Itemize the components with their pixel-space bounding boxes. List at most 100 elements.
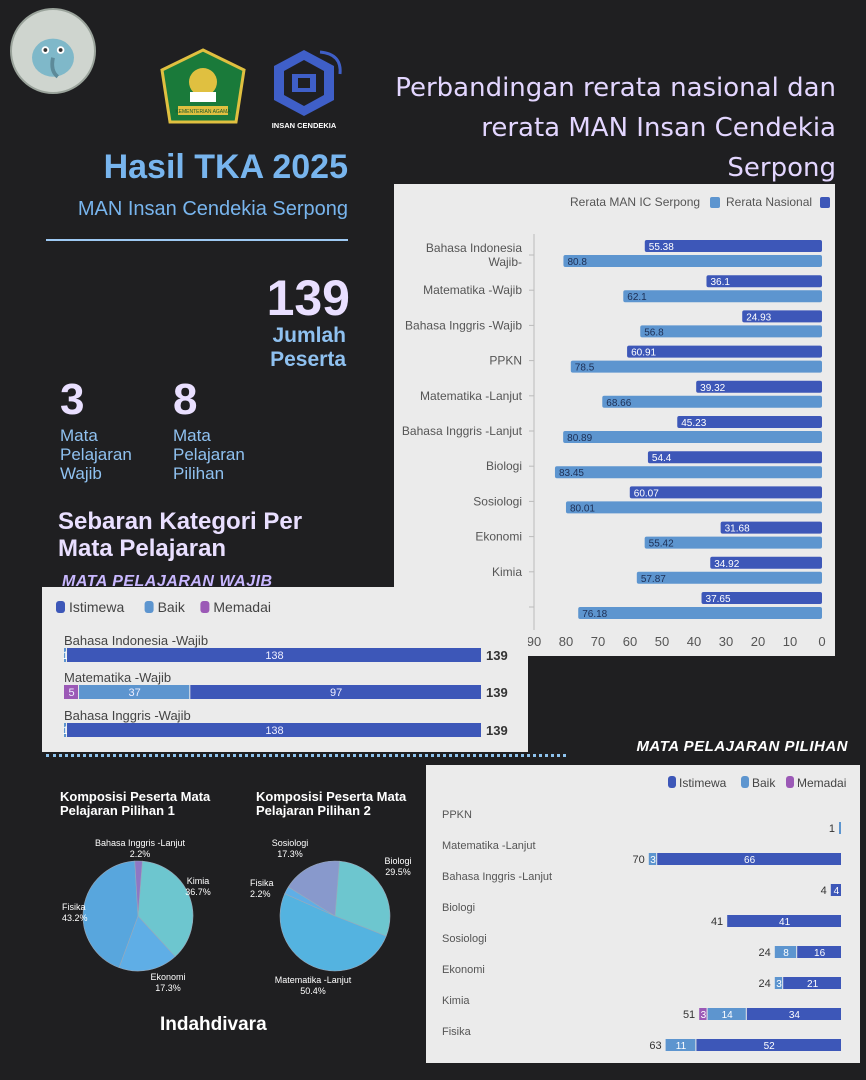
stack-segment — [839, 822, 841, 834]
distribution-title-line-1: Sebaran Kategori Per — [58, 508, 303, 535]
row-label: Kimia — [442, 995, 470, 1007]
bar-label-nasional: 78.5 — [575, 363, 595, 374]
category-label: Matematika -Lanjut — [420, 389, 523, 403]
participants-label-line-1: Jumlah — [272, 324, 346, 347]
wajib-chart-panel: Istimewa Baik Memadai Bahasa Indonesia -Waj… — [42, 587, 528, 752]
bar-label-nasional: 80.01 — [570, 503, 595, 514]
segment-label: 52 — [764, 1041, 776, 1052]
stack-segment — [64, 648, 67, 662]
pie-slice-label: Biologi — [384, 856, 411, 866]
pie-slice-label: Bahasa Inggris -Lanjut — [95, 838, 186, 848]
bar-label-nasional: 76.18 — [582, 609, 607, 620]
bar-rerata-ic — [742, 310, 822, 323]
segment-label: 3 — [776, 979, 782, 990]
legend-label: Memadai — [797, 776, 846, 790]
bar-label-nasional: 62.1 — [627, 292, 647, 303]
bar-label-ic: 34.92 — [714, 559, 739, 570]
bar-rerata-nasional — [623, 290, 822, 303]
legend-label: Baik — [752, 776, 776, 790]
stack-segment — [665, 1039, 696, 1051]
row-total: 41 — [711, 916, 723, 928]
school-name: MAN Insan Cendekia Serpong — [77, 198, 348, 220]
legend-swatch — [56, 601, 65, 613]
wajib-label-line-3: Wajib — [60, 464, 102, 483]
bar-rerata-ic — [701, 592, 822, 604]
wajib-label: Mata Pelajaran Wajib — [60, 426, 170, 483]
bar-rerata-nasional — [565, 501, 822, 514]
row-label: Matematika -Wajib — [64, 670, 171, 685]
pie-title-line: Komposisi Peserta Mata — [60, 789, 211, 804]
stack-segment — [774, 977, 783, 989]
participants-count: 139 — [266, 270, 350, 326]
row-label: Bahasa Inggris -Wajib — [64, 708, 191, 723]
bar-label-ic: 24.93 — [746, 312, 771, 323]
pilihan-count: 8 — [173, 375, 198, 424]
pie-slice — [279, 893, 387, 972]
stack-segment — [190, 685, 481, 699]
x-tick-label: 10 — [783, 634, 797, 649]
bar-rerata-ic — [677, 416, 822, 428]
row-label: Bahasa Indonesia -Wajib — [64, 633, 208, 648]
segment-label: 66 — [744, 855, 756, 866]
pie-slice-pct: 43.2% — [62, 913, 88, 923]
pie-slice-pct: 50.4% — [300, 986, 326, 996]
pie-slice-pct: 29.5% — [385, 867, 411, 877]
row-total: 24 — [759, 978, 771, 990]
bar-label-nasional: 68.66 — [606, 398, 631, 409]
pie-slice-pct: 2.2% — [250, 889, 271, 899]
legend-label: Istimewa — [69, 599, 124, 615]
legend-swatch-nasional — [820, 197, 830, 208]
stack-segment — [727, 915, 841, 927]
comparison-title-line-2: rerata MAN Insan Cendekia — [481, 113, 836, 143]
segment-label: 1 — [62, 725, 68, 737]
stack-segment — [746, 1008, 841, 1020]
pie-slice-pct: 17.3% — [277, 849, 303, 859]
pilihan-label: Mata Pelajaran Pilihan — [173, 426, 283, 483]
bar-label-ic: 60.91 — [631, 348, 656, 359]
stack-segment — [67, 723, 481, 737]
row-total: 24 — [759, 947, 771, 959]
category-label: Biologi — [486, 459, 522, 473]
category-label: Wajib- — [488, 255, 522, 269]
kemenag-logo: KEMENTERIAN AGAMA — [160, 48, 246, 124]
pie-slice-label: Fisika — [250, 878, 274, 888]
pie-title-line: Pelajaran Pilihan 2 — [256, 803, 371, 818]
stack-segment — [64, 723, 67, 737]
segment-label: 97 — [330, 687, 342, 699]
bar-label-ic: 31.68 — [725, 524, 750, 535]
bar-rerata-ic — [710, 556, 822, 569]
bar-rerata-ic — [706, 275, 822, 288]
x-tick-label: 40 — [687, 634, 701, 649]
row-label: Sosiologi — [442, 933, 487, 945]
row-total: 4 — [821, 885, 827, 897]
bar-label-nasional: 56.8 — [644, 327, 664, 338]
pilihan-label-line-3: Pilihan — [173, 464, 225, 483]
segment-label: 16 — [814, 948, 826, 959]
bar-label-ic: 36.1 — [710, 277, 730, 288]
participants-label: Jumlah Peserta — [200, 324, 346, 372]
category-label: PPKN — [489, 354, 522, 368]
pie-title-line: Komposisi Peserta Mata — [256, 789, 407, 804]
bar-rerata-nasional — [602, 395, 822, 408]
legend-label: Memadai — [213, 599, 271, 615]
stack-segment — [774, 946, 797, 958]
pilihan-label-line-1: Mata — [173, 426, 211, 445]
row-label: Matematika -Lanjut — [442, 840, 536, 852]
stack-segment — [64, 685, 79, 699]
kemenag-logo-text: KEMENTERIAN AGAMA — [175, 109, 231, 115]
bar-rerata-nasional — [570, 360, 822, 373]
stack-segment — [797, 946, 841, 958]
x-tick-label: 80 — [559, 634, 573, 649]
legend-swatch — [668, 776, 676, 788]
stack-segment — [707, 1008, 746, 1020]
legend-label-ic: Rerata MAN IC Serpong — [570, 195, 700, 209]
bar-label-ic: 60.07 — [634, 488, 659, 499]
pie-slice-pct: 36.7% — [185, 887, 211, 897]
pie-slice-label: Sosiologi — [272, 838, 309, 848]
segment-label: 5 — [68, 687, 74, 699]
category-label: Matematika -Wajib — [423, 283, 522, 297]
row-total: 139 — [486, 648, 508, 663]
pilihan-stacked-chart: Istimewa Baik Memadai PPKN 1 Matematika -Lanj… — [442, 776, 846, 1052]
wajib-label-line-2: Pelajaran — [60, 445, 132, 464]
legend-label: Baik — [158, 599, 186, 615]
